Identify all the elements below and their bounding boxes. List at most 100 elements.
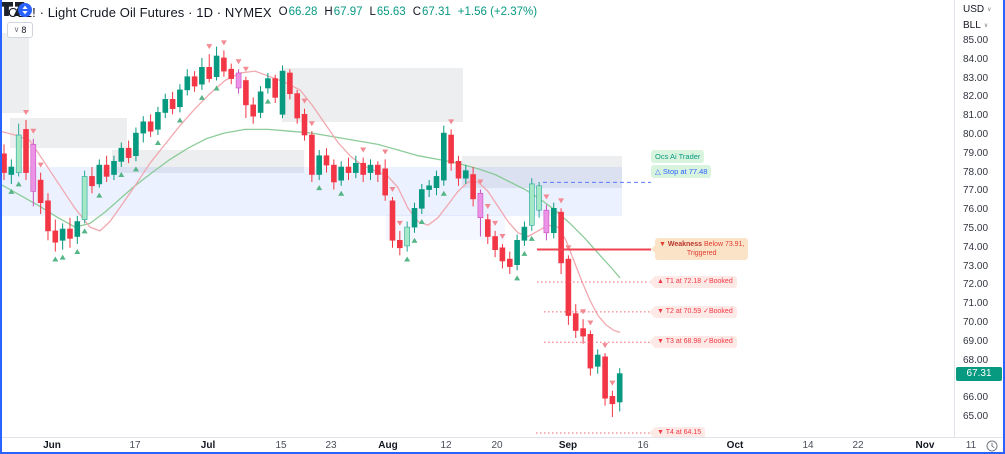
change-value: +1.56 (+2.37%) — [457, 6, 538, 18]
symbol-title[interactable]: CL1! · Light Crude Oil Futures · 1D · NY… — [8, 4, 272, 20]
pane-frame-left — [0, 0, 2, 454]
sync-icon[interactable] — [18, 3, 32, 17]
weakness-arrow-down-icon — [22, 109, 29, 115]
time-tick-sep: Sep — [558, 440, 578, 451]
price-tick: 69.00 — [963, 336, 989, 347]
target-label-t2[interactable]: ▼ T2 at 70.59 ✓Booked — [649, 306, 737, 318]
weakness-prefix-icon: ▼ — [659, 241, 668, 248]
chevron-down-icon: ∨ — [13, 25, 20, 34]
price-tick: 78.00 — [963, 167, 989, 178]
trade-level-lines[interactable] — [536, 181, 651, 434]
candles[interactable] — [1, 46, 623, 417]
target-label-t1[interactable]: ▲ T1 at 72.18 ✓Booked — [649, 276, 737, 288]
weakness-arrow-down-icon — [206, 44, 213, 50]
price-tick: 76.00 — [963, 204, 989, 215]
strength-arrow-up-icon — [176, 117, 183, 123]
strength-arrow-up-icon — [96, 192, 103, 198]
symbol-header: CL1! · Light Crude Oil Futures · 1D · NY… — [8, 3, 537, 21]
price-tick: 71.00 — [963, 298, 989, 309]
caret-down-icon: ∨ — [987, 7, 992, 13]
price-tick: 68.00 — [963, 355, 989, 366]
time-tick-11: 11 — [965, 440, 977, 451]
time-tick-nov: Nov — [915, 440, 935, 451]
strength-arrow-up-icon — [521, 250, 528, 256]
price-tick: 74.00 — [963, 242, 989, 253]
clock-icon[interactable] — [986, 440, 998, 452]
strength-arrow-up-icon — [8, 188, 15, 194]
weakness-arrow-down-icon — [484, 203, 491, 209]
demand-zone — [0, 167, 622, 216]
time-tick-16: 16 — [637, 440, 649, 451]
target-label-t3[interactable]: ▼ T3 at 68.98 ✓Booked — [649, 336, 737, 348]
time-tick-oct: Oct — [726, 440, 744, 451]
ohlc-letter: L — [369, 6, 376, 18]
strength-arrow-up-icon — [81, 228, 88, 234]
supply-zone — [10, 118, 127, 148]
time-tick-20: 20 — [491, 440, 503, 451]
strength-arrow-up-icon — [404, 256, 411, 262]
price-tick: 73.00 — [963, 261, 989, 272]
weakness-arrow-down-icon — [558, 198, 565, 204]
weakness-arrow-down-icon — [308, 121, 315, 127]
strength-arrow-up-icon — [316, 185, 323, 191]
slow-ma-line — [0, 128, 621, 279]
ohlc-value: 67.31 — [422, 6, 451, 18]
strength-arrow-up-icon — [528, 235, 535, 241]
strength-arrow-up-icon — [264, 98, 271, 104]
indicator-collapse-button[interactable]: ∨ 8 — [7, 22, 33, 38]
weakness-arrow-down-icon — [242, 66, 249, 72]
strength-arrow-up-icon — [411, 237, 418, 243]
time-tick-15: 15 — [275, 440, 287, 451]
candlestick-chart[interactable] — [0, 0, 954, 437]
weakness-bold-text: Weakness — [667, 241, 702, 248]
ohlc-letter: C — [412, 6, 421, 18]
strength-arrow-up-icon — [59, 254, 66, 260]
price-tick: 65.00 — [963, 411, 989, 422]
weakness-arrow-down-icon — [396, 220, 403, 226]
weakness-arrow-down-icon — [587, 320, 594, 326]
price-tick: 72.00 — [963, 279, 989, 290]
ohlc-value: 66.28 — [288, 6, 318, 18]
chart-pane[interactable]: Ocs Ai Trader △ Stop at 77.48 ▼ Weakness… — [0, 0, 954, 437]
price-tick: 77.00 — [963, 185, 989, 196]
strength-arrow-up-icon — [118, 171, 125, 177]
strength-arrow-up-icon — [198, 94, 205, 100]
unit-selector[interactable]: BLL ∨ — [963, 20, 988, 31]
strength-arrow-up-icon — [52, 256, 59, 262]
price-tick: 70.00 — [963, 317, 989, 328]
weakness-arrow-down-icon — [609, 380, 616, 386]
strength-arrow-up-icon — [440, 190, 447, 196]
weakness-arrow-down-icon — [565, 245, 572, 251]
price-tick: 83.00 — [963, 73, 989, 84]
price-tick: 66.00 — [963, 392, 989, 403]
price-tick: 80.00 — [963, 129, 989, 140]
pane-frame-bottom — [0, 452, 1005, 454]
signal-markers — [8, 40, 616, 386]
strength-arrow-up-icon — [15, 181, 22, 187]
last-price-badge[interactable]: 67.31 — [956, 367, 1002, 381]
time-tick-jul: Jul — [200, 440, 216, 451]
stop-label[interactable]: △ Stop at 77.48 — [651, 165, 712, 178]
pane-frame-right — [1003, 0, 1005, 454]
supply-zone — [2, 33, 29, 113]
time-tick-12: 12 — [440, 440, 452, 451]
time-axis[interactable]: Jun 17 Jul 15 23 Aug 12 20 Sep 16 Oct 14 22 Nov 11 — [0, 437, 1005, 453]
price-axis[interactable]: USD ∨ BLL ∨ 85.00 84.00 83.00 82.00 81.00 80.… — [954, 0, 1004, 437]
weakness-arrow-down-icon — [30, 128, 37, 134]
strength-arrow-up-icon — [338, 190, 345, 196]
currency-selector[interactable]: USD ∨ — [963, 4, 992, 15]
weakness-arrow-down-icon — [602, 343, 609, 349]
weakness-label[interactable]: ▼ Weakness Below 73.91, Triggered — [650, 238, 749, 260]
ohlc-value: 67.97 — [333, 6, 363, 18]
target-label-t4[interactable]: ▼ T4 at 64.15 — [648, 427, 706, 437]
weakness-arrow-down-icon — [382, 149, 389, 155]
strength-arrow-up-icon — [154, 140, 161, 145]
time-tick-jun: Jun — [43, 440, 61, 451]
ohlc-value: 65.63 — [376, 6, 406, 18]
ai-trader-label[interactable]: Ocs Ai Trader — [651, 150, 705, 163]
time-tick-aug: Aug — [378, 440, 398, 451]
time-tick-14: 14 — [802, 440, 814, 451]
indicator-count: 8 — [21, 25, 27, 35]
weakness-arrow-down-icon — [543, 194, 550, 200]
